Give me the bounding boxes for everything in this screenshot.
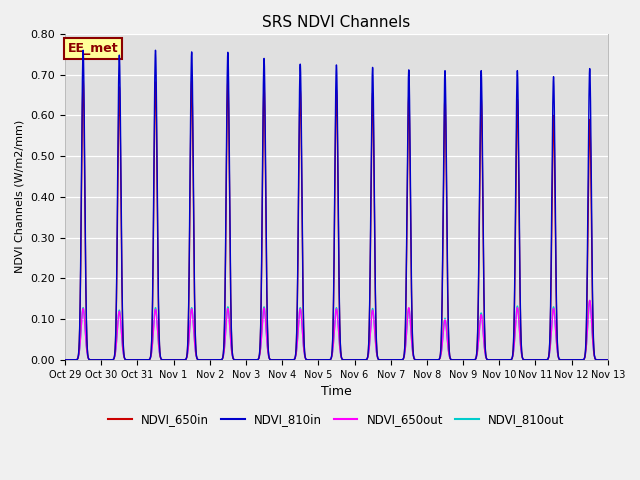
NDVI_650in [177, 357, 185, 363]
NDVI_810in [172, 357, 179, 363]
Line: NDVI_810in: NDVI_810in [65, 50, 608, 360]
NDVI_650out [602, 357, 610, 363]
Line: NDVI_650out: NDVI_650out [65, 300, 608, 360]
NDVI_810in [61, 357, 69, 363]
NDVI_650in [264, 348, 272, 353]
NDVI_650in [79, 78, 87, 84]
NDVI_810in [488, 357, 496, 363]
X-axis label: Time: Time [321, 385, 352, 398]
NDVI_810out [604, 357, 612, 363]
NDVI_810in [264, 347, 272, 352]
NDVI_650out [586, 298, 593, 303]
Legend: NDVI_650in, NDVI_810in, NDVI_650out, NDVI_810out: NDVI_650in, NDVI_810in, NDVI_650out, NDV… [104, 408, 570, 431]
NDVI_650out [412, 357, 419, 362]
NDVI_810in [412, 357, 419, 362]
NDVI_810in [79, 48, 87, 53]
NDVI_810out [264, 351, 272, 357]
NDVI_650out [488, 357, 496, 363]
Title: SRS NDVI Channels: SRS NDVI Channels [262, 15, 410, 30]
NDVI_650out [264, 351, 272, 357]
NDVI_810in [604, 357, 612, 363]
NDVI_650out [177, 357, 185, 363]
NDVI_650in [172, 357, 179, 363]
Line: NDVI_810out: NDVI_810out [65, 301, 608, 360]
NDVI_650in [604, 357, 612, 363]
NDVI_810out [177, 357, 185, 363]
NDVI_650out [172, 357, 179, 363]
NDVI_810out [586, 298, 593, 304]
NDVI_650in [602, 357, 610, 363]
NDVI_810in [177, 357, 185, 363]
NDVI_650out [61, 357, 69, 363]
Y-axis label: NDVI Channels (W/m2/mm): NDVI Channels (W/m2/mm) [15, 120, 25, 274]
NDVI_650out [604, 357, 612, 363]
NDVI_650in [412, 357, 419, 362]
NDVI_810out [172, 357, 179, 363]
NDVI_810out [488, 357, 496, 363]
NDVI_810in [602, 357, 610, 363]
Text: EE_met: EE_met [68, 42, 118, 55]
NDVI_810out [61, 357, 69, 363]
NDVI_810out [602, 357, 610, 363]
Line: NDVI_650in: NDVI_650in [65, 81, 608, 360]
NDVI_650in [488, 357, 496, 363]
NDVI_650in [61, 357, 69, 363]
NDVI_810out [412, 357, 419, 362]
